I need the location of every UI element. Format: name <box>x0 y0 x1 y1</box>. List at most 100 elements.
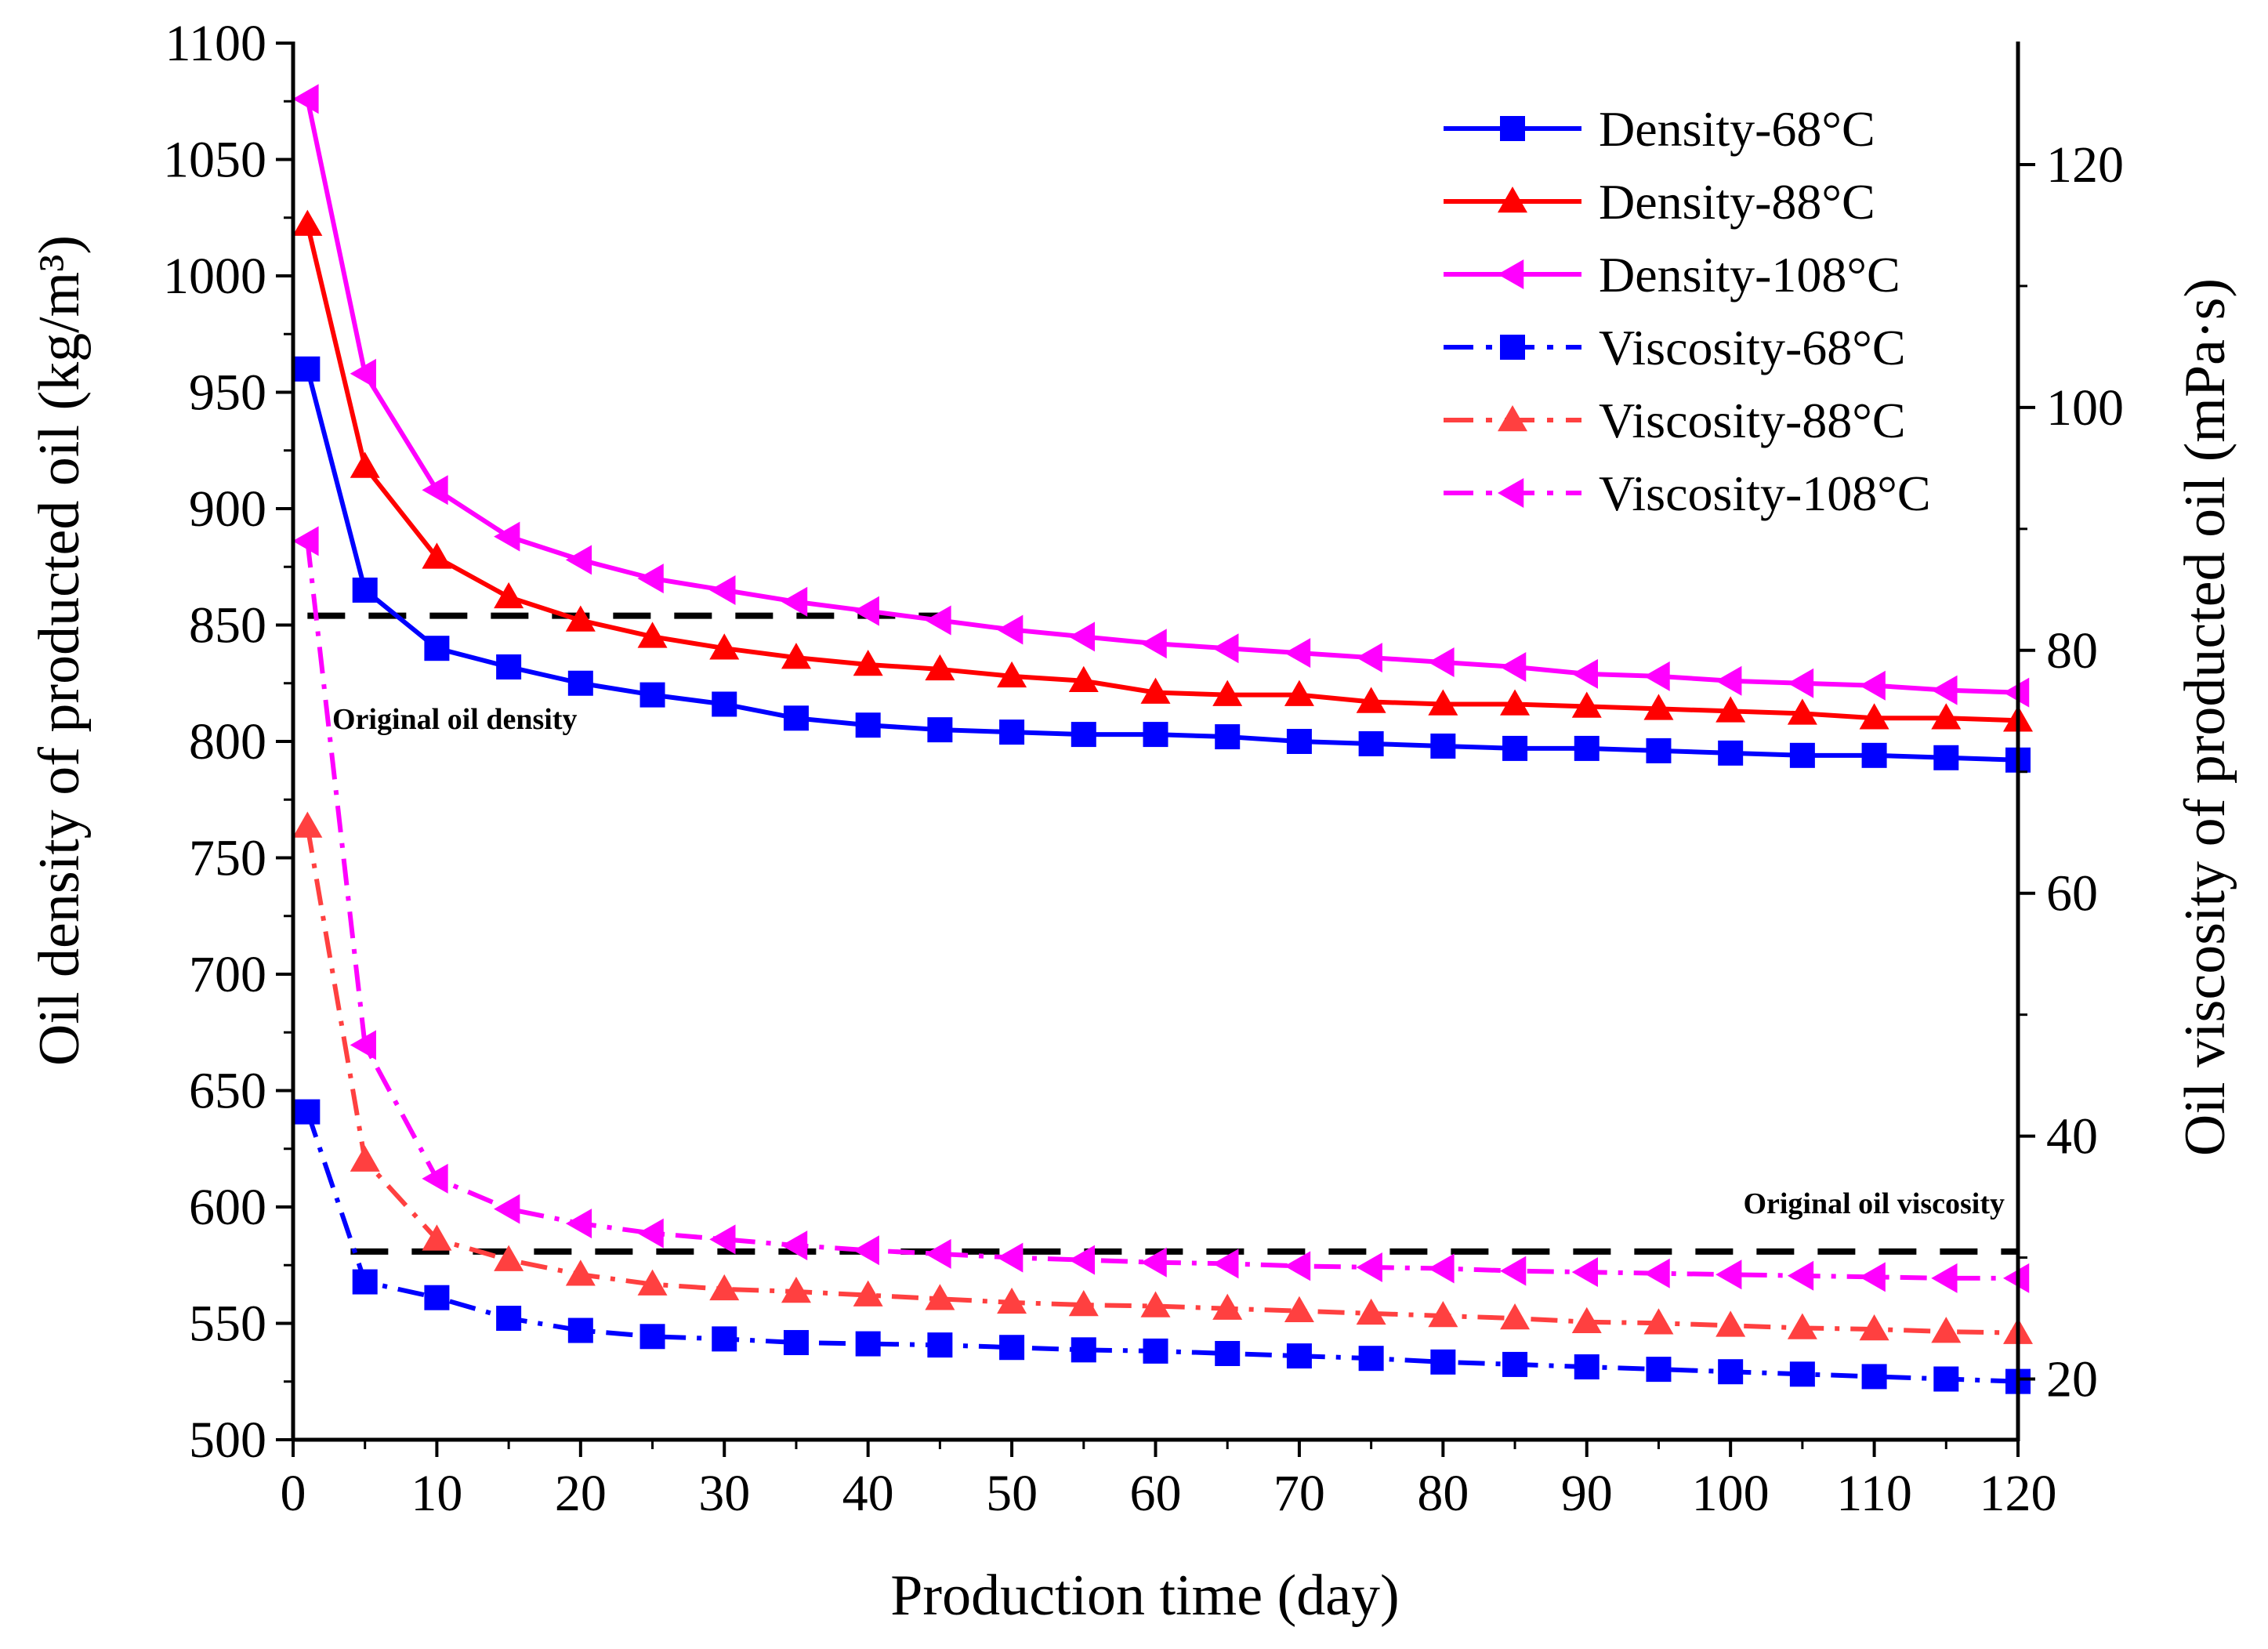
data-point <box>1143 722 1168 748</box>
data-point <box>1356 1298 1386 1325</box>
data-point <box>1646 1357 1672 1383</box>
data-point <box>494 582 524 609</box>
reference-label-viscosity: Original oil viscosity <box>1743 1187 2005 1220</box>
data-point <box>1068 1245 1096 1275</box>
y-right-tick-label: 40 <box>2046 1108 2098 1165</box>
data-point <box>1715 1310 1746 1337</box>
data-point <box>352 1269 378 1295</box>
legend-label: Viscosity-68°C <box>1599 320 1906 375</box>
x-tick-label: 30 <box>698 1465 750 1522</box>
data-point <box>1715 665 1742 696</box>
reference-lines: Original oil density Original oil viscosi… <box>307 612 2018 1255</box>
legend-item: Viscosity-108°C <box>1444 466 1931 521</box>
legend-label: Viscosity-88°C <box>1599 393 1906 448</box>
y-left-tick-label: 550 <box>189 1296 266 1353</box>
series-Viscosity-108°C <box>292 526 2030 1293</box>
data-point <box>1428 647 1455 678</box>
data-point <box>1356 687 1386 713</box>
data-point <box>1140 1291 1171 1317</box>
data-point <box>292 84 319 114</box>
data-point <box>1140 629 1167 659</box>
data-point <box>1430 1349 1456 1375</box>
data-point <box>639 682 665 708</box>
data-point <box>1356 643 1382 673</box>
legend-item: Viscosity-88°C <box>1444 393 1906 448</box>
data-point <box>422 542 452 569</box>
data-point <box>1143 1338 1168 1364</box>
data-point <box>567 1317 593 1343</box>
data-point <box>1140 677 1171 704</box>
data-point <box>1286 1343 1312 1369</box>
data-point <box>637 564 664 594</box>
data-point <box>1789 742 1815 768</box>
data-point <box>1430 733 1456 759</box>
x-tick-label: 50 <box>986 1465 1038 1522</box>
data-point <box>783 1330 809 1356</box>
y-right-tick-label: 20 <box>2046 1351 2098 1408</box>
data-point <box>1787 668 1814 698</box>
legend-label: Density-108°C <box>1599 247 1900 303</box>
y-left-tick-label: 650 <box>189 1063 266 1120</box>
data-point <box>1859 1314 1889 1341</box>
data-point <box>1284 638 1311 669</box>
data-point <box>927 1332 953 1358</box>
data-point <box>709 574 736 605</box>
data-point <box>855 1331 881 1357</box>
y-left-tick-label: 600 <box>189 1179 266 1236</box>
data-point <box>637 622 668 648</box>
data-point <box>709 1274 740 1301</box>
data-point <box>709 1224 736 1255</box>
data-point <box>1140 1247 1167 1278</box>
data-point <box>1212 1249 1239 1279</box>
data-point <box>997 1287 1027 1314</box>
data-point <box>997 661 1027 688</box>
data-point <box>494 1245 524 1271</box>
data-point <box>567 670 593 696</box>
data-point <box>422 1163 448 1194</box>
data-point <box>1500 689 1531 716</box>
data-point <box>1643 694 1674 720</box>
data-point <box>1428 1253 1455 1284</box>
legend-item: Density-88°C <box>1444 174 1875 230</box>
y-left-tick-label: 500 <box>189 1412 266 1469</box>
data-point <box>1356 1252 1382 1282</box>
y-right-tick-label: 100 <box>2046 379 2124 437</box>
data-point <box>781 1276 811 1303</box>
data-point <box>1859 703 1889 730</box>
x-tick-label: 60 <box>1130 1465 1182 1522</box>
data-point <box>292 526 319 556</box>
reference-label-density: Original oil density <box>332 703 577 736</box>
data-point <box>494 521 520 552</box>
data-point <box>1859 670 1886 701</box>
series-layer <box>292 84 2033 1394</box>
x-tick-label: 120 <box>1980 1465 2057 1522</box>
data-point <box>637 1218 664 1249</box>
data-point <box>1358 730 1384 756</box>
data-point <box>1068 1289 1099 1317</box>
data-point <box>1787 1260 1814 1291</box>
data-point <box>853 649 883 676</box>
data-point <box>292 209 323 236</box>
legend-item: Density-68°C <box>1444 101 1875 157</box>
legend-label: Density-68°C <box>1599 101 1875 157</box>
data-point <box>565 1259 596 1286</box>
data-point <box>709 633 740 660</box>
data-point <box>1571 658 1598 689</box>
legend-label: Density-88°C <box>1599 174 1875 230</box>
data-point <box>1500 1303 1531 1330</box>
data-point <box>496 654 522 680</box>
data-point <box>1071 722 1096 748</box>
x-tick-label: 0 <box>281 1465 306 1522</box>
y-right-tick-label: 80 <box>2046 622 2098 680</box>
data-point <box>1068 665 1099 693</box>
data-point <box>925 1238 951 1269</box>
series-Viscosity-88°C <box>292 811 2033 1344</box>
data-point <box>1212 633 1239 664</box>
y-right-axis-title: Oil viscosity of producted oil (mPa·s) <box>2173 278 2237 1156</box>
x-tick-label: 80 <box>1417 1465 1469 1522</box>
data-point <box>1574 735 1600 761</box>
y-left-tick-label: 750 <box>189 830 266 887</box>
data-point <box>1931 1317 1962 1343</box>
